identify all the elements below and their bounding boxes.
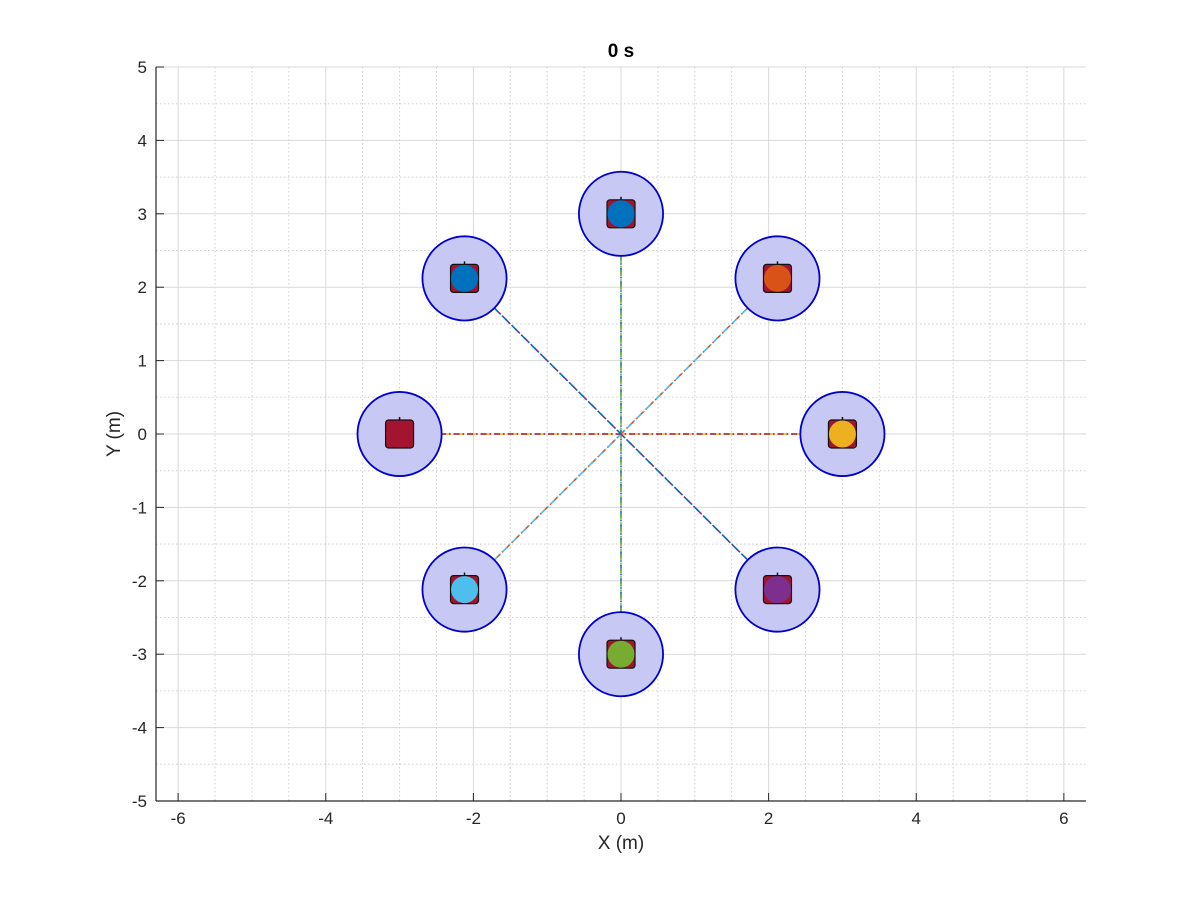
robot-position-dot	[607, 200, 635, 228]
y-tick-label: -4	[132, 719, 147, 738]
y-tick-label: -1	[132, 498, 147, 517]
robot-position-dot	[386, 420, 414, 448]
robot-position-dot	[828, 420, 856, 448]
paths-layer	[399, 213, 843, 655]
x-tick-label: 2	[764, 809, 773, 828]
robot-path-8	[463, 277, 779, 591]
axes-layer	[155, 66, 1086, 802]
tick-labels-layer: -6 -4 -2 0 2 4 6 -5 -4 -3 -2 -1 0 1 2 3 4 5	[132, 58, 1069, 828]
x-tick-label: -6	[171, 809, 186, 828]
y-tick-label: -2	[132, 572, 147, 591]
y-tick-label: 1	[138, 352, 147, 371]
y-tick-label: 0	[138, 425, 147, 444]
robot-3	[799, 391, 886, 477]
robot-1	[578, 170, 664, 257]
robots-layer	[356, 170, 886, 698]
y-tick-label: 4	[138, 131, 147, 150]
x-tick-label: 0	[616, 809, 625, 828]
y-tick-label: -3	[132, 645, 147, 664]
robot-2	[734, 235, 821, 322]
y-axis-label: Y (m)	[104, 411, 125, 457]
y-tick-label: 2	[138, 278, 147, 297]
robot-6	[421, 546, 508, 633]
robot-7	[356, 391, 443, 477]
y-tick-label: 3	[138, 205, 147, 224]
y-tick-label: 5	[138, 58, 147, 77]
robot-position-dot	[763, 264, 791, 292]
robot-position-dot	[451, 576, 479, 604]
robot-position-dot	[763, 576, 791, 604]
robot-5	[578, 611, 664, 698]
chart-title: 0 s	[608, 41, 634, 62]
robot-4	[734, 546, 821, 633]
x-tick-label: -2	[466, 809, 481, 828]
x-tick-label: 4	[912, 809, 921, 828]
y-tick-label: -5	[132, 792, 147, 811]
robot-8	[421, 235, 508, 322]
robot-position-dot	[607, 640, 635, 668]
x-tick-label: 6	[1059, 809, 1068, 828]
robot-position-dot	[451, 264, 479, 292]
x-axis-label: X (m)	[598, 833, 644, 854]
x-tick-label: -4	[318, 809, 333, 828]
